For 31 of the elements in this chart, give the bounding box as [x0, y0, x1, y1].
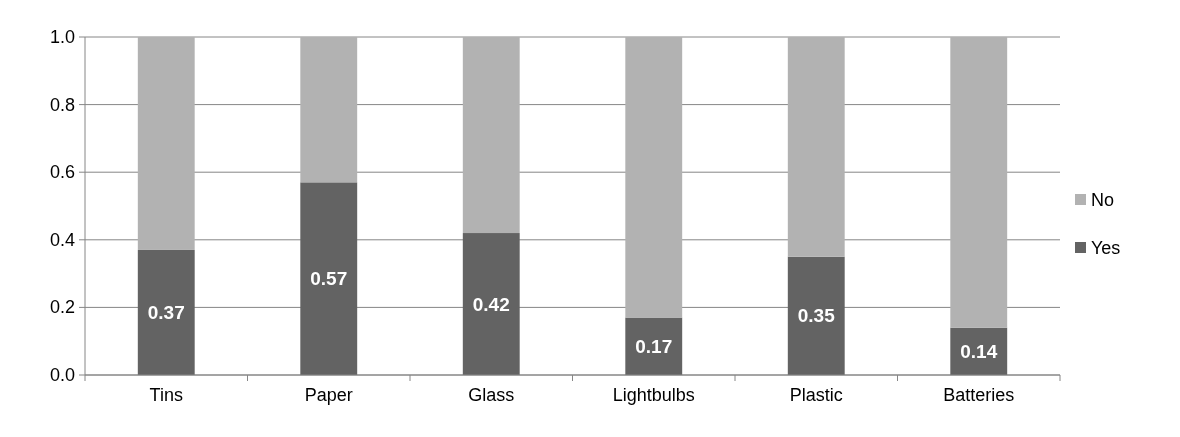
bar	[137, 37, 195, 250]
data-label: 0.14	[960, 340, 998, 362]
data-label: 0.57	[310, 268, 348, 290]
x-tick-label: Plastic	[789, 385, 843, 405]
x-tick-label: Glass	[468, 385, 515, 405]
bar	[625, 317, 683, 375]
bar	[950, 37, 1008, 328]
x-tick-label: Lightbulbs	[612, 385, 695, 405]
bar	[787, 37, 845, 257]
bar	[787, 256, 845, 375]
bar	[625, 37, 683, 318]
data-label: 0.37	[147, 301, 185, 323]
bar	[462, 37, 520, 234]
y-tick-label: 0.4	[49, 229, 75, 250]
x-tick-label: Batteries	[943, 385, 1015, 405]
bar	[137, 249, 195, 375]
y-tick-label: 0.2	[49, 297, 75, 318]
legend-label: Yes	[1091, 238, 1121, 258]
x-tick-label: Tins	[149, 385, 183, 405]
y-tick-label: 0.8	[49, 94, 75, 115]
bar	[300, 37, 358, 183]
bar	[462, 233, 520, 375]
y-tick-label: 1.0	[49, 27, 75, 47]
data-label: 0.17	[635, 335, 673, 357]
legend-label: No	[1091, 190, 1115, 210]
y-tick-label: 0.0	[49, 365, 75, 385]
data-label: 0.35	[797, 305, 836, 327]
data-label: 0.42	[472, 293, 510, 315]
bar	[300, 182, 358, 375]
y-tick-label: 0.6	[49, 162, 75, 183]
x-tick-label: Paper	[304, 385, 353, 405]
